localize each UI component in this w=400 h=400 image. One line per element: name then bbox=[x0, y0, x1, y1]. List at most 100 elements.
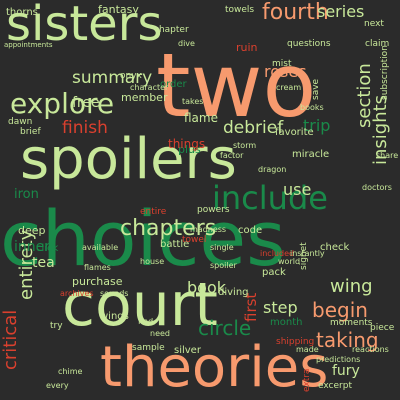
cloud-word-purchase: purchase bbox=[72, 275, 123, 288]
cloud-word-inner: inner bbox=[14, 239, 51, 255]
cloud-word-section: section bbox=[354, 63, 375, 128]
cloud-word-battle: battle bbox=[160, 239, 190, 250]
cloud-word-trip: trip bbox=[303, 116, 331, 135]
cloud-word-dive: dive bbox=[178, 39, 195, 48]
cloud-word-piece: piece bbox=[370, 323, 395, 333]
cloud-word-sounds: sounds bbox=[100, 289, 129, 298]
cloud-word-summary: summary bbox=[72, 68, 153, 88]
cloud-word-finish: finish bbox=[62, 118, 108, 138]
cloud-word-begin: begin bbox=[312, 298, 368, 322]
cloud-word-fantasy: fantasy bbox=[98, 3, 139, 16]
cloud-word-fourth: fourth bbox=[262, 0, 329, 25]
cloud-word-factor: factor bbox=[220, 151, 244, 160]
cloud-word-madness: madness bbox=[190, 225, 227, 234]
cloud-word-diving: diving bbox=[218, 287, 249, 298]
cloud-word-cream: cream bbox=[276, 83, 302, 92]
cloud-word-fury: fury bbox=[332, 363, 360, 379]
cloud-word-favorite: favorite bbox=[275, 127, 314, 138]
cloud-word-two: two bbox=[156, 34, 317, 137]
cloud-word-step: step bbox=[263, 298, 298, 317]
cloud-word-chapters: chapters bbox=[120, 216, 217, 241]
cloud-word-powers: powers bbox=[197, 205, 230, 215]
cloud-word-theories: theories bbox=[100, 335, 329, 400]
cloud-word-month: month bbox=[270, 317, 303, 328]
cloud-word-miracle: miracle bbox=[292, 149, 330, 160]
cloud-word-extra: extra bbox=[302, 368, 312, 392]
cloud-word-member: member bbox=[121, 91, 168, 104]
cloud-word-try: try bbox=[50, 321, 63, 331]
cloud-word-chapter: chapter bbox=[154, 25, 189, 35]
cloud-word-chime: chime bbox=[58, 367, 83, 376]
cloud-word-share: share bbox=[376, 151, 399, 160]
cloud-word-pack: pack bbox=[262, 267, 286, 278]
cloud-word-spoiler: spoiler bbox=[210, 261, 237, 270]
cloud-word-deep: deep bbox=[18, 224, 46, 237]
cloud-word-critical: critical bbox=[0, 309, 21, 370]
cloud-word-things: things bbox=[168, 137, 206, 151]
cloud-word-dawn: dawn bbox=[8, 117, 33, 127]
cloud-word-towels: towels bbox=[225, 5, 255, 15]
cloud-word-brief: brief bbox=[20, 127, 41, 137]
cloud-word-choices: choices bbox=[0, 194, 286, 283]
cloud-word-free: free bbox=[72, 95, 100, 111]
cloud-word-ruin: ruin bbox=[236, 41, 258, 54]
cloud-word-house: house bbox=[140, 257, 165, 266]
cloud-word-doctors: doctors bbox=[362, 183, 392, 192]
cloud-word-takes: takes bbox=[182, 97, 204, 106]
cloud-word-spoilers: spoilers bbox=[20, 127, 237, 192]
cloud-word-wing: wing bbox=[330, 276, 373, 297]
cloud-word-debrief: debrief bbox=[223, 118, 284, 138]
cloud-word-plus: plus bbox=[178, 143, 201, 156]
cloud-word-need: need bbox=[150, 329, 170, 338]
cloud-word-storm: storm bbox=[233, 141, 257, 150]
cloud-word-include: include bbox=[212, 179, 328, 217]
cloud-word-towel: towel bbox=[182, 235, 207, 245]
cloud-word-reactions: reactions bbox=[352, 345, 389, 354]
cloud-word-subscription: subscription bbox=[380, 45, 390, 100]
cloud-word-predictions: predictions bbox=[316, 355, 361, 364]
cloud-word-flame: flame bbox=[184, 111, 218, 125]
cloud-word-included: included bbox=[260, 249, 295, 258]
cloud-word-available: available bbox=[82, 243, 119, 252]
cloud-word-archives: archives bbox=[60, 289, 94, 298]
cloud-word-onyx: onyx bbox=[120, 71, 142, 81]
cloud-word-code: code bbox=[238, 225, 263, 236]
cloud-word-shipping: shipping bbox=[276, 337, 315, 347]
cloud-word-moments: moments bbox=[330, 318, 373, 328]
cloud-word-claim: claim bbox=[365, 39, 390, 49]
cloud-word-circle: circle bbox=[198, 316, 252, 340]
cloud-word-series: series bbox=[317, 2, 365, 21]
cloud-word-appointments: appointments bbox=[4, 41, 53, 49]
cloud-word-taking: taking bbox=[316, 328, 379, 352]
cloud-word-instantly: instantly bbox=[290, 249, 325, 258]
cloud-word-find: find bbox=[138, 317, 154, 326]
cloud-word-roses: roses bbox=[264, 62, 307, 81]
cloud-word-wings: wings bbox=[100, 311, 129, 322]
cloud-word-book: book bbox=[187, 278, 226, 297]
cloud-word-dragon: dragon bbox=[258, 165, 287, 174]
cloud-word-single: single bbox=[210, 243, 234, 252]
cloud-word-mist: mist bbox=[272, 59, 292, 69]
cloud-word-silver: silver bbox=[174, 345, 201, 356]
cloud-word-world: world bbox=[278, 257, 301, 266]
cloud-word-court: court bbox=[62, 270, 218, 340]
cloud-word-excerpt: excerpt bbox=[318, 381, 352, 391]
cloud-word-iron: iron bbox=[14, 187, 39, 202]
cloud-word-explore: explore bbox=[10, 87, 115, 120]
cloud-word-questions: questions bbox=[287, 39, 331, 49]
cloud-word-next: next bbox=[364, 19, 384, 29]
cloud-word-made: made bbox=[296, 345, 319, 354]
cloud-word-tea: tea bbox=[32, 255, 55, 271]
cloud-word-save: save bbox=[311, 78, 321, 100]
cloud-word-click: click bbox=[36, 243, 59, 254]
cloud-word-thorns: thorns bbox=[6, 7, 38, 18]
cloud-word-sample: sample bbox=[132, 343, 165, 353]
cloud-word-every: every bbox=[46, 381, 69, 390]
cloud-word-flames: flames bbox=[84, 263, 111, 272]
cloud-word-check: check bbox=[320, 242, 350, 253]
cloud-word-books: books bbox=[300, 103, 324, 112]
cloud-word-entire: entire bbox=[140, 207, 167, 217]
cloud-word-use: use bbox=[283, 180, 312, 199]
cloud-word-order: order bbox=[160, 79, 187, 90]
